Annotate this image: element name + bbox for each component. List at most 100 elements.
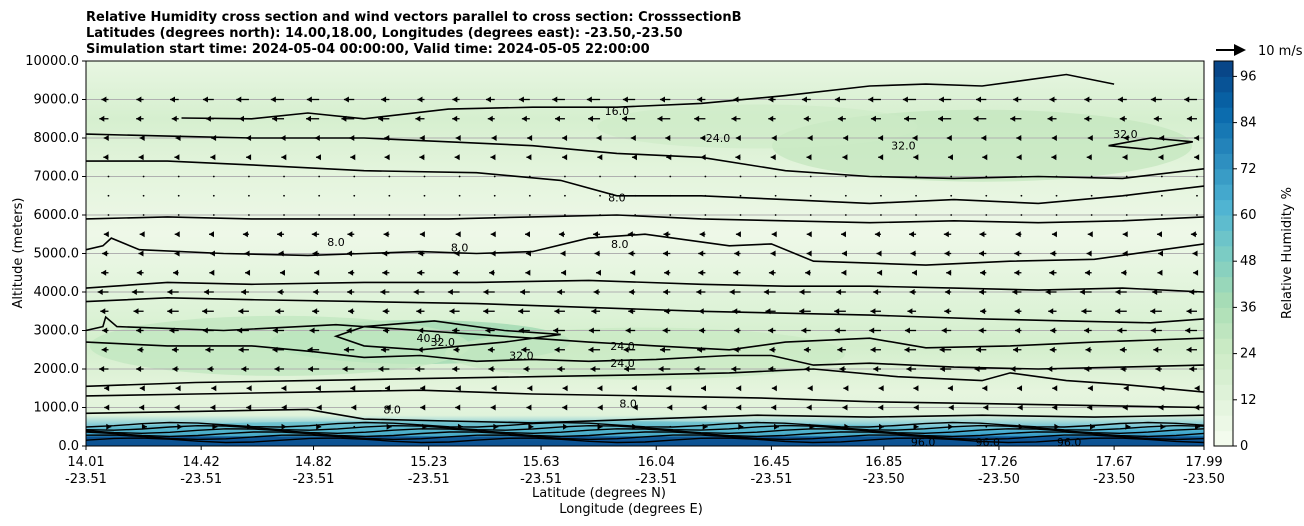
wind-vector (1084, 96, 1092, 103)
wind-vector (1160, 175, 1163, 178)
wind-vector (491, 135, 497, 141)
y-tick-label-0: 0.0 (58, 439, 79, 454)
wind-vector (1186, 346, 1197, 353)
wind-vector (1160, 214, 1163, 216)
wind-vector (809, 175, 812, 178)
wind-vector (100, 308, 109, 315)
wind-vector (275, 308, 285, 315)
wind-vector (353, 194, 356, 197)
wind-vector (979, 231, 987, 238)
wind-vector (806, 250, 812, 257)
chart-title-line-3: Simulation start time: 2024-05-04 00:00:… (86, 42, 650, 57)
wind-vector (493, 175, 496, 178)
wind-vector (173, 269, 179, 276)
x-tick-lon-3: -23.51 (408, 472, 450, 487)
y-tick-label-1: 1000.0 (34, 401, 80, 416)
wind-vector (634, 175, 637, 178)
wind-vector (491, 385, 497, 392)
wind-vector (631, 385, 637, 392)
wind-vector (174, 231, 180, 238)
wind-vector (844, 194, 847, 197)
wind-vector (316, 404, 322, 411)
wind-vector (1194, 385, 1200, 392)
wind-vector (1153, 346, 1162, 353)
wind-vector (1193, 269, 1199, 276)
wind-vector (212, 175, 215, 178)
wind-vector (558, 231, 565, 238)
wind-vector (799, 308, 811, 315)
plot-area: 16.0 24.0 32.0 32.0 8.0 8.0 8.0 8.0 24.0 24.0 32.0… (25, 54, 1225, 487)
wind-vector (419, 135, 425, 141)
wind-vector (976, 346, 987, 353)
colorbar-bands (1214, 61, 1233, 447)
wind-vector (1125, 175, 1128, 178)
wind-vector (599, 194, 601, 197)
wind-vector (1014, 269, 1022, 276)
y-tick-label-10: 10000.0 (25, 54, 79, 69)
wind-vector (101, 346, 109, 353)
wind-vector (874, 231, 881, 238)
wind-vector (906, 366, 917, 372)
wind-vector (131, 289, 144, 295)
wind-vector (739, 194, 742, 197)
wind-vector (980, 269, 987, 276)
wind-vector (842, 154, 848, 161)
wind-vector (878, 404, 884, 411)
wind-vector (973, 115, 987, 122)
wind-vector (1010, 115, 1022, 122)
wind-vector (380, 289, 390, 295)
wind-vector (1015, 327, 1022, 334)
wind-vector (1123, 135, 1129, 141)
wind-vector (314, 269, 320, 276)
colorbar-tick-label-3: 36 (1240, 300, 1257, 315)
wind-vector (312, 308, 320, 315)
wind-vector (384, 154, 390, 161)
colorbar-band-17 (1214, 168, 1233, 185)
wind-vector (658, 366, 671, 372)
wind-vector (318, 194, 321, 197)
colorbar-band-11 (1214, 261, 1233, 278)
wind-vector (142, 194, 145, 197)
wind-vector (834, 308, 846, 315)
contour-label-9: 24.0 (610, 357, 635, 370)
wind-vector (277, 231, 285, 238)
wind-vector (138, 154, 144, 161)
wind-vector (562, 135, 568, 141)
wind-vector (1047, 115, 1057, 122)
wind-vector (697, 96, 706, 103)
contour-label-15: 96.0 (911, 436, 936, 449)
wind-vector (734, 327, 741, 334)
wind-vector (238, 308, 249, 315)
wind-vector (557, 366, 565, 372)
wind-vector (416, 308, 425, 315)
wind-vector (878, 135, 884, 141)
wind-vector (281, 385, 287, 392)
surface-contour-4 (86, 424, 1204, 431)
wind-vector (107, 214, 110, 216)
colorbar-band-23 (1214, 76, 1233, 93)
contour-line-5 (86, 279, 1204, 293)
wind-vector (493, 214, 496, 216)
wind-vector (704, 214, 707, 216)
x-tick-lat-5: 16.04 (638, 455, 675, 470)
wind-vector (490, 404, 496, 411)
colorbar-frame (1213, 60, 1234, 447)
wind-vector (1150, 96, 1162, 103)
colorbar-label: Relative Humidity % (1280, 187, 1295, 319)
wind-vector (669, 175, 672, 178)
contour-line-10 (86, 389, 1204, 409)
wind-vector (596, 135, 602, 141)
wind-vector (1119, 346, 1127, 353)
wind-vector (763, 289, 776, 295)
wind-vector (632, 404, 638, 411)
wind-vector (279, 269, 285, 276)
wind-vector (1081, 308, 1092, 315)
colorbar-tick-label-7: 84 (1240, 116, 1257, 131)
wind-vector (803, 115, 811, 122)
wind-vector (248, 214, 250, 216)
colorbar-band-20 (1214, 122, 1233, 139)
colorbar-band-10 (1214, 276, 1233, 293)
x-tick-lat-0: 14.01 (67, 455, 104, 470)
wind-vector (347, 289, 355, 295)
surface-contour-2 (86, 431, 1204, 438)
